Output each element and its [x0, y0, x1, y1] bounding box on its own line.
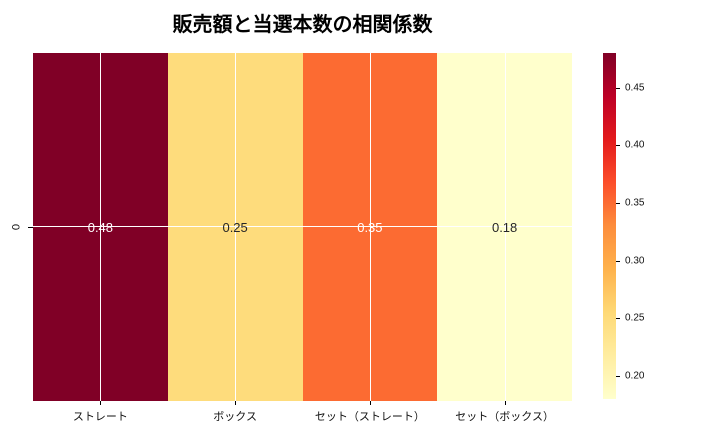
colorbar-tick-mark [616, 87, 620, 89]
gridline-vertical [369, 53, 371, 401]
x-tick-mark [100, 401, 102, 405]
x-tick-label: セット（ストレート） [314, 411, 425, 423]
x-tick-label: セット（ボックス） [455, 411, 554, 423]
colorbar-tick-mark [616, 375, 620, 377]
x-tick-label: ボックス [213, 411, 257, 423]
y-tick-label: 0 [9, 223, 21, 231]
gridline-vertical [504, 53, 506, 401]
cell-value-label: 0.35 [357, 219, 383, 235]
cell-value-label: 0.48 [87, 219, 114, 235]
colorbar-tick-mark [616, 318, 620, 320]
colorbar-tick-mark [616, 202, 620, 204]
gridline-vertical [235, 53, 237, 401]
x-tick-mark [235, 401, 237, 405]
x-tick-mark [369, 401, 371, 405]
colorbar-tick-label: 0.30 [625, 255, 645, 267]
colorbar-tick-label: 0.20 [625, 370, 645, 382]
x-tick-label: ストレート [72, 411, 128, 423]
colorbar [603, 53, 616, 399]
chart-title: 販売額と当選本数の相関係数 [172, 14, 433, 36]
x-tick-mark [504, 401, 506, 405]
heatmap-plot-area: 0.48 0.25 0.35 0.18 [33, 53, 572, 401]
colorbar-tick-label: 0.35 [625, 197, 645, 209]
x-axis: ストレート ボックス セット（ストレート） セット（ボックス） [33, 401, 572, 427]
cell-value-label: 0.25 [222, 219, 248, 235]
colorbar-tick-label: 0.25 [625, 312, 645, 324]
gridline-horizontal [33, 226, 572, 227]
colorbar-tick-label: 0.40 [625, 139, 645, 151]
colorbar-tick-mark [616, 260, 620, 262]
colorbar-tick-mark [616, 145, 620, 147]
y-tick-mark [28, 227, 33, 228]
colorbar-axis: 0.45 0.40 0.35 0.30 0.25 0.20 [616, 53, 676, 399]
colorbar-tick-label: 0.45 [625, 82, 645, 94]
gridline-vertical [100, 53, 102, 401]
cell-value-label: 0.18 [491, 219, 518, 235]
